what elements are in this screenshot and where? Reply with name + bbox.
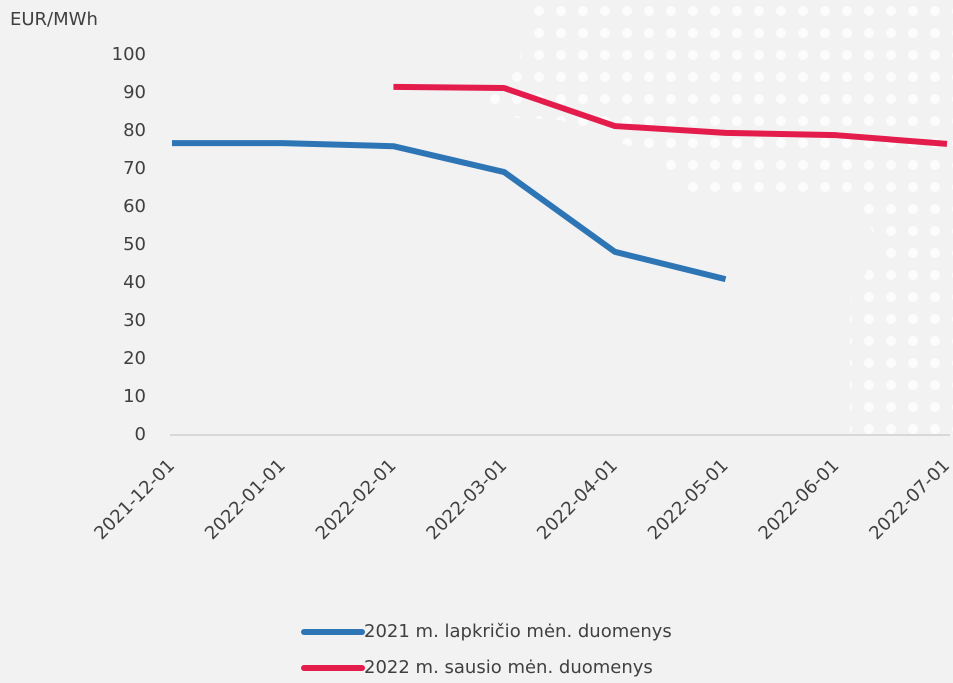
y-tick-label: 0 xyxy=(135,424,146,445)
y-tick-label: 100 xyxy=(112,44,146,65)
x-tick-label: 2022-02-01 xyxy=(312,455,401,544)
x-tick-label: 2022-06-01 xyxy=(755,455,844,544)
legend-label: 2022 m. sausio mėn. duomenys xyxy=(364,657,653,678)
y-tick-label: 50 xyxy=(123,234,146,255)
x-tick-label: 2022-03-01 xyxy=(422,455,511,544)
background-dots xyxy=(470,0,953,440)
y-tick-label: 40 xyxy=(123,272,146,293)
y-tick-label: 80 xyxy=(123,120,146,141)
legend-label: 2021 m. lapkričio mėn. duomenys xyxy=(364,621,672,642)
y-tick-label: 60 xyxy=(123,196,146,217)
series-line xyxy=(172,140,727,283)
x-tick-label: 2022-07-01 xyxy=(865,455,953,544)
y-tick-label: 90 xyxy=(123,82,146,103)
y-tick-label: 70 xyxy=(123,158,146,179)
x-tick-label: 2022-01-01 xyxy=(201,455,290,544)
y-tick-label: 20 xyxy=(123,348,146,369)
series-line xyxy=(393,83,948,147)
x-tick-label: 2022-05-01 xyxy=(644,455,733,544)
y-axis-title: EUR/MWh xyxy=(10,9,98,30)
y-tick-label: 30 xyxy=(123,310,146,331)
x-tick-label: 2022-04-01 xyxy=(533,455,622,544)
y-tick-label: 10 xyxy=(123,386,146,407)
x-tick-label: 2021-12-01 xyxy=(90,455,179,544)
